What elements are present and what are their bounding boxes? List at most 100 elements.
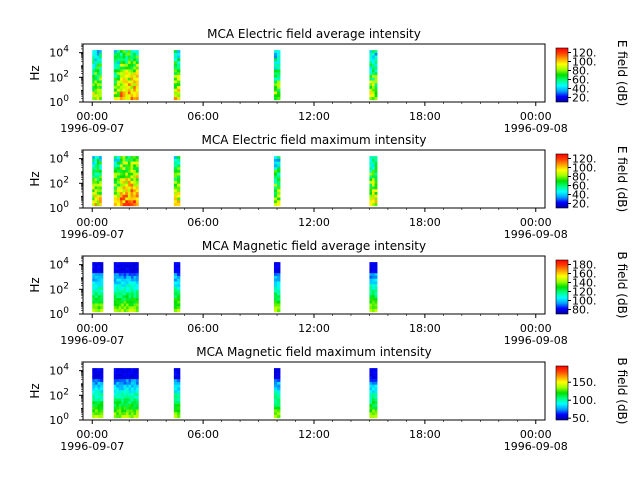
colorbar-tick-label: 60. — [572, 180, 590, 193]
data-segment — [273, 156, 281, 207]
data-segment — [173, 262, 181, 313]
colorbar-tick-label: 80. — [572, 65, 590, 78]
y-tick-label: 104 — [49, 257, 69, 272]
x-tick-label: 06:00 — [187, 428, 219, 441]
x-date-label: 1996-09-07 — [60, 334, 124, 347]
colorbar-tick-label: 100. — [572, 295, 597, 308]
data-segment — [119, 156, 139, 207]
colorbar — [555, 153, 569, 209]
colorbar-tick-label: 150. — [572, 376, 597, 389]
colorbar — [555, 365, 569, 421]
data-segment — [369, 368, 378, 419]
x-date-label: 1996-09-07 — [60, 228, 124, 241]
data-segment — [369, 50, 378, 101]
axes-frame — [82, 255, 546, 315]
data-segment — [173, 50, 181, 101]
colorbar — [555, 259, 569, 315]
chart-title: MCA Magnetic field maximum intensity — [196, 345, 432, 359]
y-tick-label: 100 — [49, 306, 69, 321]
colorbar-tick-label: 120. — [572, 47, 597, 60]
colorbar-tick-label: 100. — [572, 394, 597, 407]
data-segment — [92, 368, 104, 419]
data-segment — [273, 368, 281, 419]
colorbar-tick-label: 20. — [572, 92, 590, 105]
x-tick-label: 12:00 — [298, 428, 330, 441]
data-segment — [92, 262, 104, 313]
colorbar-tick-label: 60. — [572, 74, 590, 87]
axes-frame — [82, 149, 546, 209]
y-tick-label: 104 — [49, 151, 69, 166]
x-tick-label: 00:00 — [520, 110, 552, 123]
x-tick-label: 00:00 — [520, 428, 552, 441]
colorbar-label: E field (dB) — [615, 146, 629, 212]
y-tick-label: 100 — [49, 94, 69, 109]
x-date-label: 1996-09-08 — [504, 122, 568, 135]
axes-frame — [82, 361, 546, 421]
x-tick-label: 00:00 — [76, 110, 108, 123]
y-tick-label: 102 — [49, 175, 69, 190]
x-tick-label: 18:00 — [409, 322, 441, 335]
chart-title: MCA Magnetic field average intensity — [202, 239, 426, 253]
x-tick-label: 06:00 — [187, 110, 219, 123]
x-date-label: 1996-09-07 — [60, 122, 124, 135]
data-segment — [173, 156, 181, 207]
y-tick-label: 104 — [49, 363, 69, 378]
y-axis-label: Hz — [28, 65, 42, 80]
x-date-label: 1996-09-08 — [504, 334, 568, 347]
colorbar-tick-label: 120. — [572, 153, 597, 166]
colorbar-tick-label: 50. — [572, 412, 590, 425]
y-axis-label: Hz — [28, 383, 42, 398]
colorbar-tick-label: 100. — [572, 56, 597, 69]
x-tick-label: 00:00 — [520, 322, 552, 335]
x-tick-label: 00:00 — [520, 216, 552, 229]
y-tick-label: 102 — [49, 281, 69, 296]
y-tick-label: 102 — [49, 69, 69, 84]
data-segment — [92, 50, 102, 101]
colorbar-tick-label: 40. — [572, 189, 590, 202]
colorbar-tick-label: 40. — [572, 83, 590, 96]
data-segment — [92, 156, 102, 207]
data-segment — [173, 368, 181, 419]
chart-title: MCA Electric field maximum intensity — [201, 133, 426, 147]
x-tick-label: 12:00 — [298, 322, 330, 335]
data-segment — [113, 50, 121, 101]
x-date-label: 1996-09-08 — [504, 440, 568, 453]
y-tick-label: 104 — [49, 45, 69, 60]
x-tick-label: 18:00 — [409, 216, 441, 229]
data-segment — [369, 156, 378, 207]
data-segment — [113, 156, 121, 207]
y-tick-label: 102 — [49, 387, 69, 402]
x-tick-label: 18:00 — [409, 110, 441, 123]
y-tick-label: 100 — [49, 200, 69, 215]
x-tick-label: 12:00 — [298, 216, 330, 229]
x-tick-label: 00:00 — [76, 428, 108, 441]
colorbar-tick-label: 140. — [572, 277, 597, 290]
data-segment — [113, 368, 139, 419]
x-tick-label: 00:00 — [76, 322, 108, 335]
x-tick-label: 00:00 — [76, 216, 108, 229]
colorbar-tick-label: 80. — [572, 171, 590, 184]
y-axis-label: Hz — [28, 171, 42, 186]
colorbar-tick-label: 100. — [572, 162, 597, 175]
data-segment — [119, 50, 139, 101]
colorbar-tick-label: 180. — [572, 259, 597, 272]
colorbar-label: E field (dB) — [615, 40, 629, 106]
x-tick-label: 18:00 — [409, 428, 441, 441]
x-tick-label: 12:00 — [298, 110, 330, 123]
colorbar-tick-label: 80. — [572, 304, 590, 317]
y-tick-label: 100 — [49, 412, 69, 427]
data-segment — [273, 262, 281, 313]
data-segment — [113, 262, 139, 313]
colorbar-tick-label: 20. — [572, 198, 590, 211]
colorbar-label: B field (dB) — [615, 358, 629, 425]
colorbar-tick-label: 160. — [572, 268, 597, 281]
x-date-label: 1996-09-07 — [60, 440, 124, 453]
x-tick-label: 06:00 — [187, 322, 219, 335]
colorbar — [555, 47, 569, 103]
colorbar-tick-label: 120. — [572, 286, 597, 299]
colorbar-label: B field (dB) — [615, 252, 629, 319]
x-tick-label: 06:00 — [187, 216, 219, 229]
y-axis-label: Hz — [28, 277, 42, 292]
data-segment — [273, 50, 281, 101]
